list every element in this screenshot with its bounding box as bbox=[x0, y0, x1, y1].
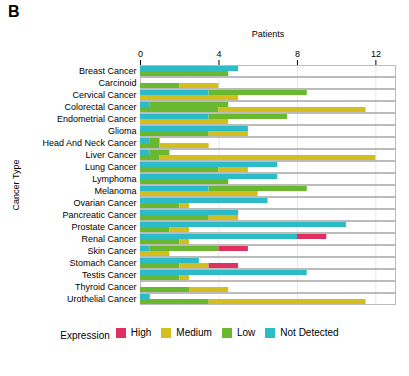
html-text:Not Detected: Not Detected bbox=[280, 327, 339, 338]
svg-text:Glioma: Glioma bbox=[108, 126, 137, 136]
svg-text:Lymphoma: Lymphoma bbox=[92, 174, 136, 184]
svg-text:Head And Neck Cancer: Head And Neck Cancer bbox=[42, 138, 136, 148]
svg-text:Liver Cancer: Liver Cancer bbox=[85, 150, 136, 160]
svg-text:Testis Cancer: Testis Cancer bbox=[82, 270, 137, 280]
svg-text:12: 12 bbox=[371, 49, 381, 59]
svg-text:Cancer Type: Cancer Type bbox=[11, 160, 21, 211]
svg-text:Colorectal Cancer: Colorectal Cancer bbox=[64, 102, 136, 112]
svg-text:Endometrial Cancer: Endometrial Cancer bbox=[57, 114, 137, 124]
svg-text:Pancreatic Cancer: Pancreatic Cancer bbox=[62, 210, 136, 220]
svg-text:Ovarian Cancer: Ovarian Cancer bbox=[73, 198, 136, 208]
html-text:B: B bbox=[8, 3, 20, 20]
html-text:Medium: Medium bbox=[176, 327, 212, 338]
html-text:Expression: Expression bbox=[60, 329, 110, 341]
svg-text:Lung Cancer: Lung Cancer bbox=[85, 162, 137, 172]
svg-text:Cervical Cancer: Cervical Cancer bbox=[72, 90, 136, 100]
svg-text:Stomach Cancer: Stomach Cancer bbox=[69, 258, 136, 268]
svg-text:Thyroid Cancer: Thyroid Cancer bbox=[75, 282, 137, 292]
html-text:Low: Low bbox=[236, 327, 256, 338]
svg-text:Urothelial Cancer: Urothelial Cancer bbox=[67, 294, 137, 304]
svg-text:Carcinoid: Carcinoid bbox=[98, 78, 136, 88]
svg-text:8: 8 bbox=[295, 49, 300, 59]
svg-text:Breast Cancer: Breast Cancer bbox=[79, 66, 137, 76]
svg-text:Renal Cancer: Renal Cancer bbox=[81, 234, 136, 244]
html-text:High: High bbox=[130, 327, 152, 338]
svg-text:4: 4 bbox=[216, 49, 221, 59]
svg-text:Patients: Patients bbox=[252, 29, 285, 39]
svg-text:0: 0 bbox=[138, 49, 143, 59]
svg-text:Skin Cancer: Skin Cancer bbox=[87, 246, 136, 256]
svg-text:Prostate Cancer: Prostate Cancer bbox=[71, 222, 136, 232]
svg-text:Melanoma: Melanoma bbox=[94, 186, 136, 196]
